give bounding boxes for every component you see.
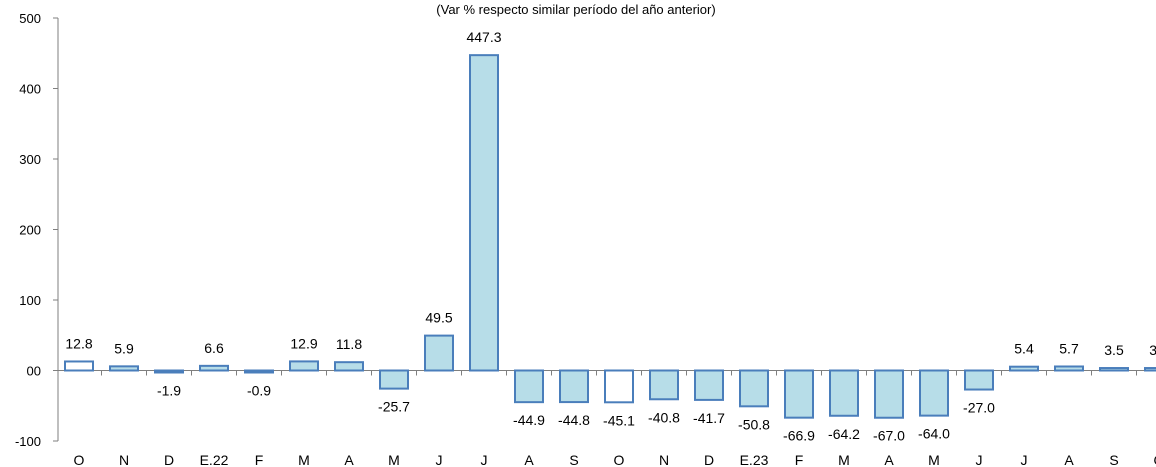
bar [739, 369, 769, 408]
bars [64, 54, 1156, 419]
x-category-label: J [436, 452, 443, 467]
bar [514, 369, 544, 404]
bar [244, 369, 274, 374]
x-category-label: A [1064, 452, 1074, 467]
x-category-label: N [659, 452, 669, 467]
x-category-label: E.22 [200, 452, 229, 467]
data-label: -25.7 [378, 399, 410, 415]
bar [154, 369, 184, 374]
bar [334, 361, 364, 372]
chart-subtitle: (Var % respecto similar período del año … [436, 2, 715, 17]
bar [199, 364, 229, 372]
data-label: -44.9 [513, 412, 545, 428]
data-label: 3.5 [1104, 342, 1124, 358]
data-label: -66.9 [783, 428, 815, 444]
bar [829, 369, 859, 417]
data-label: 5.9 [114, 340, 134, 356]
data-label: -0.9 [247, 383, 271, 399]
x-category-label: M [838, 452, 850, 467]
x-category-label: F [795, 452, 804, 467]
bar [874, 369, 904, 419]
data-label: -64.2 [828, 426, 860, 442]
y-tick-label: 00 [27, 364, 41, 379]
x-category-label: A [344, 452, 354, 467]
bar [109, 365, 139, 372]
x-category-label: J [1021, 452, 1028, 467]
bar [604, 369, 634, 404]
data-label: 5.7 [1059, 340, 1079, 356]
data-label: -64.0 [918, 426, 950, 442]
data-label: -1.9 [157, 383, 181, 399]
data-label: 5.4 [1014, 341, 1034, 357]
x-category-label: D [164, 452, 174, 467]
bar [379, 369, 409, 390]
data-label: -44.8 [558, 412, 590, 428]
bar [1144, 367, 1156, 372]
x-category-label: S [1109, 452, 1118, 467]
data-label: 12.9 [290, 335, 317, 351]
y-tick-label: 300 [19, 152, 41, 167]
data-labels: 12.8 5.9 -1.9 6.6 -0.9 12.9 11.8 -25.7 49.5 447.3… [65, 29, 1156, 444]
x-category-label: A [884, 452, 894, 467]
bar [424, 334, 454, 372]
bar [784, 369, 814, 419]
x-category-label: O [1154, 452, 1156, 467]
x-category-label: F [255, 452, 264, 467]
data-label: 11.8 [336, 336, 362, 352]
x-category-label: M [298, 452, 310, 467]
data-label: 447.3 [466, 29, 501, 45]
bar [1099, 367, 1129, 372]
x-category-label: N [119, 452, 129, 467]
x-category-label: M [928, 452, 940, 467]
bar [64, 360, 94, 372]
bar [919, 369, 949, 417]
x-category-label: D [704, 452, 714, 467]
x-category-label: A [524, 452, 534, 467]
x-category-label: E.23 [740, 452, 769, 467]
bar [1054, 365, 1084, 372]
x-category-label: O [74, 452, 85, 467]
data-label: -45.1 [603, 412, 635, 428]
x-category-label: J [976, 452, 983, 467]
data-label: -40.8 [648, 409, 680, 425]
bar [964, 369, 994, 391]
bar [289, 360, 319, 372]
data-label: -50.8 [738, 416, 770, 432]
x-category-label: J [481, 452, 488, 467]
x-category-label: O [614, 452, 625, 467]
bar [694, 369, 724, 401]
bar [649, 369, 679, 401]
data-label: 49.5 [425, 310, 452, 326]
data-label: 6.6 [204, 340, 224, 356]
y-tick-label: 500 [19, 11, 41, 26]
bar [1009, 365, 1039, 372]
x-category-label: M [388, 452, 400, 467]
bar [469, 54, 499, 372]
bar [559, 369, 589, 404]
y-tick-label: -100 [15, 434, 41, 449]
data-label: -27.0 [963, 400, 995, 416]
category-labels: O N D E.22 F M A M J J A S O N D E.23 F M A M J J A S O [74, 452, 1156, 467]
data-label: 12.8 [65, 335, 92, 351]
data-label: -41.7 [693, 410, 725, 426]
x-category-label: S [569, 452, 578, 467]
y-tick-label: 200 [19, 223, 41, 238]
data-label: 3.5 [1149, 342, 1156, 358]
data-label: -67.0 [873, 428, 905, 444]
y-tick-label: 400 [19, 82, 41, 97]
y-tick-label: 100 [19, 293, 41, 308]
